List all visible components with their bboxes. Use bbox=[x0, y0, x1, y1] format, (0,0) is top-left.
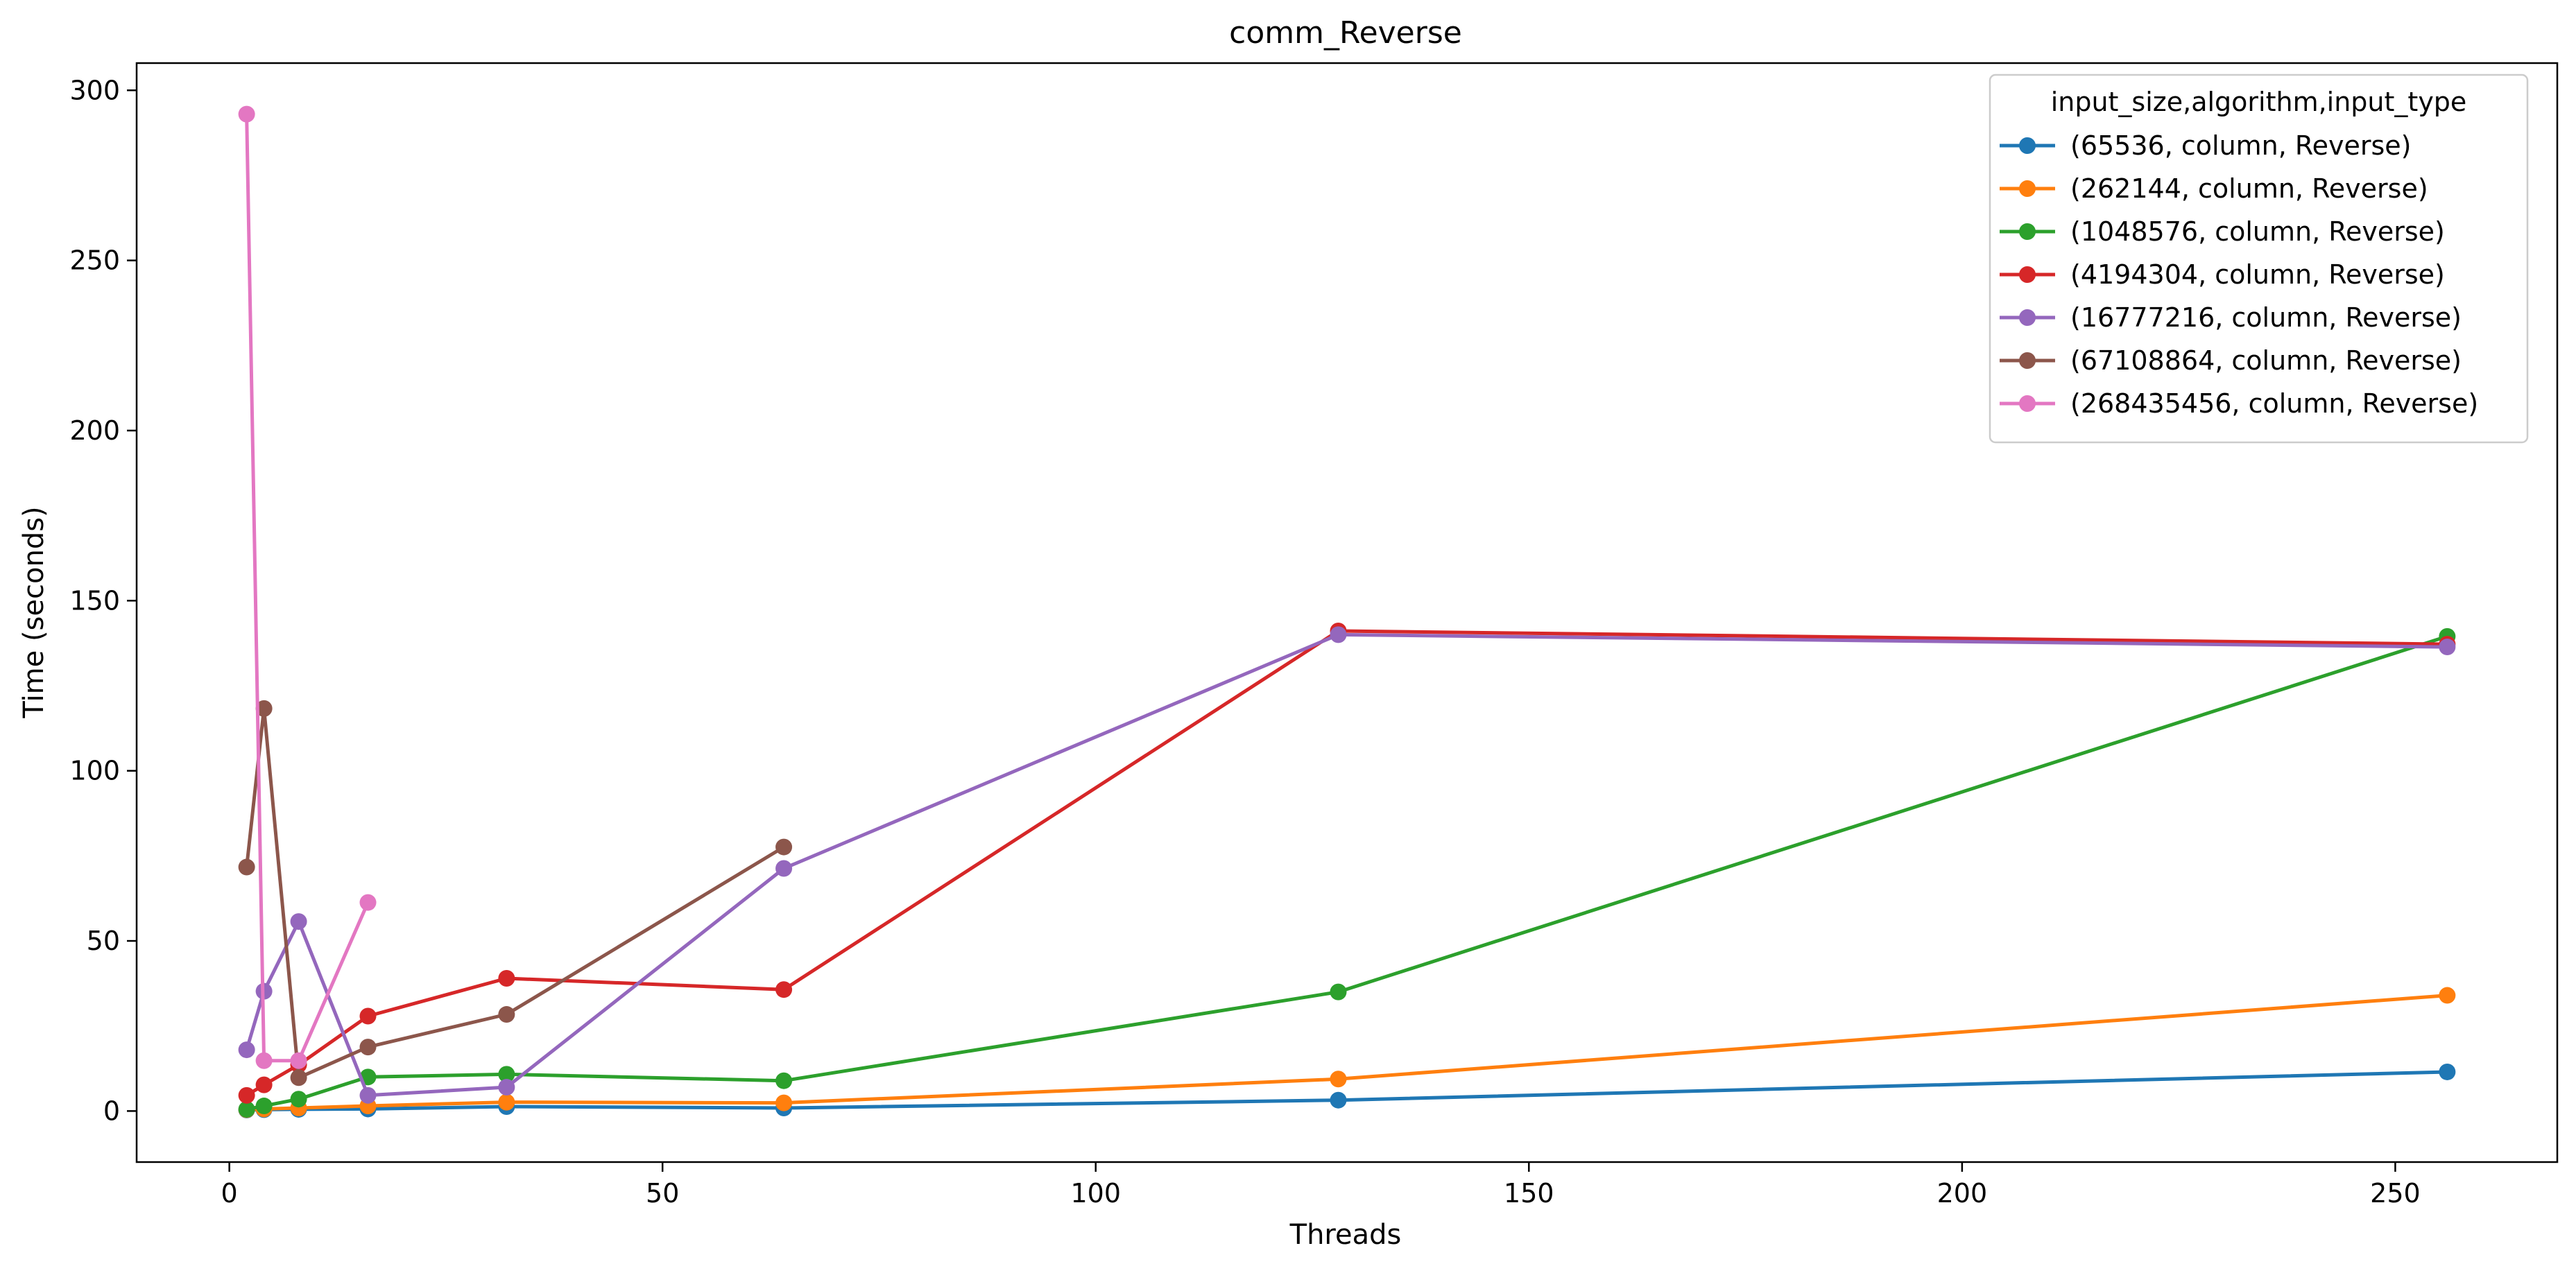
data-point bbox=[1330, 626, 1347, 643]
data-point bbox=[775, 1094, 793, 1111]
data-point bbox=[498, 1093, 515, 1111]
data-point bbox=[1330, 1091, 1347, 1109]
data-point bbox=[238, 105, 255, 123]
data-point bbox=[498, 1079, 515, 1096]
y-tick-label: 150 bbox=[69, 585, 120, 616]
legend-item: (65536, column, Reverse) bbox=[2000, 130, 2411, 161]
data-point bbox=[498, 970, 515, 987]
legend-label: (65536, column, Reverse) bbox=[2070, 130, 2411, 161]
data-point bbox=[359, 1086, 377, 1104]
legend-marker bbox=[2019, 266, 2036, 283]
y-tick-label: 0 bbox=[103, 1096, 120, 1126]
data-point bbox=[238, 1100, 255, 1118]
series-line bbox=[245, 707, 785, 1080]
data-point bbox=[290, 1069, 307, 1086]
data-point bbox=[2439, 1063, 2456, 1080]
data-point bbox=[290, 1052, 307, 1069]
data-point bbox=[498, 1006, 515, 1023]
data-point bbox=[238, 1041, 255, 1059]
plot-area bbox=[238, 105, 2456, 1118]
legend-marker bbox=[2019, 395, 2036, 412]
legend-label: (16777216, column, Reverse) bbox=[2070, 302, 2462, 333]
x-tick-label: 200 bbox=[1937, 1178, 1988, 1209]
data-point bbox=[290, 913, 307, 930]
data-point bbox=[775, 838, 793, 856]
data-point bbox=[775, 981, 793, 998]
legend-item: (268435456, column, Reverse) bbox=[2000, 388, 2478, 419]
data-point bbox=[255, 700, 273, 717]
data-point bbox=[2439, 639, 2456, 656]
legend-item: (262144, column, Reverse) bbox=[2000, 173, 2428, 204]
legend-marker bbox=[2019, 137, 2036, 154]
series-line bbox=[245, 632, 2448, 1098]
series-5 bbox=[238, 700, 793, 1086]
data-point bbox=[1330, 983, 1347, 1001]
data-point bbox=[498, 1066, 515, 1083]
legend-item: (4194304, column, Reverse) bbox=[2000, 259, 2445, 290]
data-point bbox=[238, 858, 255, 876]
chart-title: comm_Reverse bbox=[1229, 15, 1462, 51]
legend-box bbox=[1989, 73, 2529, 444]
x-axis: 0 50 100 150 200 250 bbox=[221, 1162, 2421, 1209]
legend-label: (1048576, column, Reverse) bbox=[2070, 216, 2445, 247]
plot-frame bbox=[135, 62, 2559, 1163]
y-axis: 0 50 100 150 200 250 300 bbox=[69, 75, 137, 1126]
data-point bbox=[359, 1007, 377, 1025]
data-point bbox=[359, 1039, 377, 1056]
legend-marker bbox=[2019, 309, 2036, 326]
series-line bbox=[245, 114, 370, 1063]
data-point bbox=[359, 894, 377, 911]
y-axis-label: Time (seconds) bbox=[18, 506, 50, 718]
legend-item: (67108864, column, Reverse) bbox=[2000, 345, 2462, 376]
data-point bbox=[290, 1091, 307, 1108]
data-point bbox=[775, 860, 793, 877]
x-tick-label: 250 bbox=[2370, 1178, 2421, 1209]
x-tick-label: 150 bbox=[1504, 1178, 1554, 1209]
series-4 bbox=[238, 626, 2456, 1104]
x-axis-label: Threads bbox=[1289, 1219, 1402, 1251]
legend: input_size,algorithm,input_type (65536, c… bbox=[1989, 73, 2529, 444]
legend-item: (16777216, column, Reverse) bbox=[2000, 302, 2462, 333]
y-tick-label: 200 bbox=[69, 415, 120, 446]
legend-item: (1048576, column, Reverse) bbox=[2000, 216, 2445, 247]
legend-marker bbox=[2019, 223, 2036, 240]
legend-marker bbox=[2019, 180, 2036, 197]
data-point bbox=[255, 1076, 273, 1093]
y-tick-label: 50 bbox=[87, 926, 120, 956]
legend-title: input_size,algorithm,input_type bbox=[2051, 87, 2467, 117]
data-point bbox=[238, 1086, 255, 1104]
y-tick-label: 100 bbox=[69, 756, 120, 786]
legend-label: (268435456, column, Reverse) bbox=[2070, 388, 2478, 419]
data-point bbox=[255, 1098, 273, 1115]
legend-label: (67108864, column, Reverse) bbox=[2070, 345, 2462, 376]
data-point bbox=[2439, 987, 2456, 1004]
series-6 bbox=[238, 105, 377, 1069]
legend-label: (262144, column, Reverse) bbox=[2070, 173, 2428, 204]
y-tick-label: 300 bbox=[69, 75, 120, 105]
y-tick-label: 250 bbox=[69, 245, 120, 276]
x-tick-label: 100 bbox=[1070, 1178, 1121, 1209]
data-point bbox=[255, 1052, 273, 1069]
data-point bbox=[775, 1072, 793, 1089]
x-tick-label: 50 bbox=[646, 1178, 679, 1209]
data-point bbox=[1330, 1071, 1347, 1088]
x-tick-label: 0 bbox=[221, 1178, 238, 1209]
legend-label: (4194304, column, Reverse) bbox=[2070, 259, 2445, 290]
legend-marker bbox=[2019, 352, 2036, 369]
